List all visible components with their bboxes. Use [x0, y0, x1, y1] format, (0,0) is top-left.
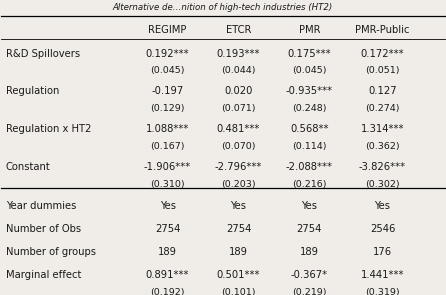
Text: (0.045): (0.045) — [292, 66, 326, 76]
Text: -0.197: -0.197 — [152, 86, 184, 96]
Text: 189: 189 — [158, 247, 177, 257]
Text: 2754: 2754 — [155, 224, 180, 234]
Text: 0.172***: 0.172*** — [361, 49, 405, 58]
Text: 0.192***: 0.192*** — [146, 49, 190, 58]
Text: Regulation: Regulation — [6, 86, 59, 96]
Text: 0.501***: 0.501*** — [217, 270, 260, 280]
Text: (0.362): (0.362) — [365, 142, 400, 151]
Text: 0.568**: 0.568** — [290, 124, 329, 134]
Text: Number of groups: Number of groups — [6, 247, 96, 257]
Text: 176: 176 — [373, 247, 392, 257]
Text: (0.051): (0.051) — [365, 66, 400, 76]
Text: (0.302): (0.302) — [365, 180, 400, 189]
Text: 2754: 2754 — [226, 224, 251, 234]
Text: (0.044): (0.044) — [221, 66, 256, 76]
Text: 1.441***: 1.441*** — [361, 270, 405, 280]
Text: (0.045): (0.045) — [150, 66, 185, 76]
Text: 0.481***: 0.481*** — [217, 124, 260, 134]
Text: (0.274): (0.274) — [365, 104, 400, 113]
Text: Number of Obs: Number of Obs — [6, 224, 81, 234]
Text: (0.248): (0.248) — [292, 104, 326, 113]
Text: 0.891***: 0.891*** — [146, 270, 190, 280]
Text: 0.127: 0.127 — [368, 86, 397, 96]
Text: 2546: 2546 — [370, 224, 395, 234]
Text: (0.071): (0.071) — [221, 104, 256, 113]
Text: (0.203): (0.203) — [221, 180, 256, 189]
Text: Constant: Constant — [6, 162, 50, 172]
Text: (0.070): (0.070) — [221, 142, 256, 151]
Text: (0.167): (0.167) — [150, 142, 185, 151]
Text: 0.020: 0.020 — [224, 86, 253, 96]
Text: Yes: Yes — [301, 201, 318, 211]
Text: (0.310): (0.310) — [150, 180, 185, 189]
Text: (0.219): (0.219) — [292, 288, 326, 295]
Text: -2.088***: -2.088*** — [286, 162, 333, 172]
Text: Year dummies: Year dummies — [6, 201, 76, 211]
Text: 189: 189 — [229, 247, 248, 257]
Text: (0.216): (0.216) — [292, 180, 326, 189]
Text: 0.193***: 0.193*** — [217, 49, 260, 58]
Text: R&D Spillovers: R&D Spillovers — [6, 49, 80, 58]
Text: PMR: PMR — [299, 25, 320, 35]
Text: (0.192): (0.192) — [150, 288, 185, 295]
Text: REGIMP: REGIMP — [149, 25, 187, 35]
Text: ETCR: ETCR — [226, 25, 251, 35]
Text: (0.101): (0.101) — [221, 288, 256, 295]
Text: Yes: Yes — [375, 201, 391, 211]
Text: Alternative de…nition of high-tech industries (HT2): Alternative de…nition of high-tech indus… — [113, 3, 333, 12]
Text: Regulation x HT2: Regulation x HT2 — [6, 124, 91, 134]
Text: 0.175***: 0.175*** — [288, 49, 331, 58]
Text: Yes: Yes — [231, 201, 247, 211]
Text: -0.935***: -0.935*** — [286, 86, 333, 96]
Text: 189: 189 — [300, 247, 319, 257]
Text: -0.367*: -0.367* — [291, 270, 328, 280]
Text: (0.114): (0.114) — [292, 142, 326, 151]
Text: -1.906***: -1.906*** — [144, 162, 191, 172]
Text: -3.826***: -3.826*** — [359, 162, 406, 172]
Text: 1.088***: 1.088*** — [146, 124, 189, 134]
Text: -2.796***: -2.796*** — [215, 162, 262, 172]
Text: 2754: 2754 — [297, 224, 322, 234]
Text: Yes: Yes — [160, 201, 176, 211]
Text: 1.314***: 1.314*** — [361, 124, 405, 134]
Text: (0.129): (0.129) — [150, 104, 185, 113]
Text: PMR-Public: PMR-Public — [355, 25, 410, 35]
Text: Marginal effect: Marginal effect — [6, 270, 81, 280]
Text: (0.319): (0.319) — [365, 288, 400, 295]
